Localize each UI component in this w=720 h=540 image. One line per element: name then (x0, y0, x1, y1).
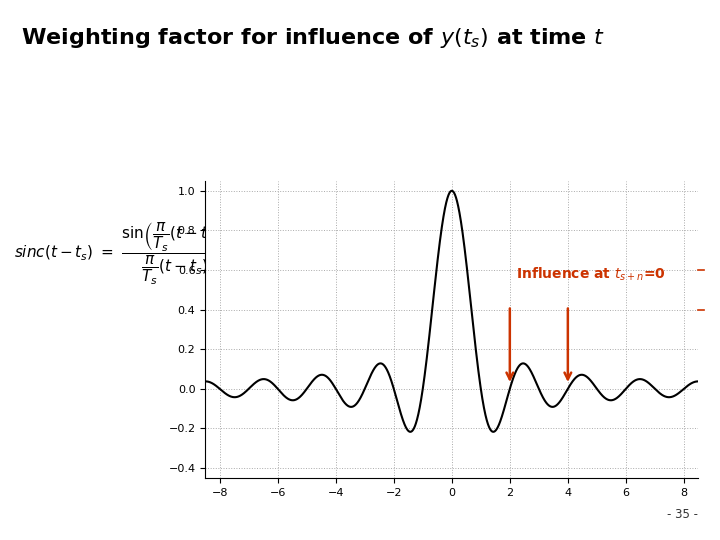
Text: technische universität: technische universität (47, 502, 148, 511)
Text: informatik: informatik (259, 520, 306, 529)
Text: © p.marwedel,: © p.marwedel, (382, 502, 450, 511)
Text: fi: fi (195, 502, 208, 516)
Text: fakultät für: fakultät für (259, 502, 310, 511)
Text: dortmund: dortmund (47, 520, 91, 529)
Text: informatik 12,  2009: informatik 12, 2009 (382, 520, 474, 529)
Text: Influence at $t_{s+n}$=0: Influence at $t_{s+n}$=0 (516, 265, 665, 282)
Text: - 35 -: - 35 - (667, 508, 698, 521)
Text: tu: tu (12, 505, 30, 519)
Text: $sinc(t-t_s)\ =\ \dfrac{\sin\!\left(\dfrac{\pi}{T_s}(t-t_s)\right)}{\dfrac{\pi}{: $sinc(t-t_s)\ =\ \dfrac{\sin\!\left(\dfr… (14, 221, 230, 287)
Text: Weighting factor for influence of $y(t_s)$ at time $t$: Weighting factor for influence of $y(t_s… (22, 26, 606, 50)
